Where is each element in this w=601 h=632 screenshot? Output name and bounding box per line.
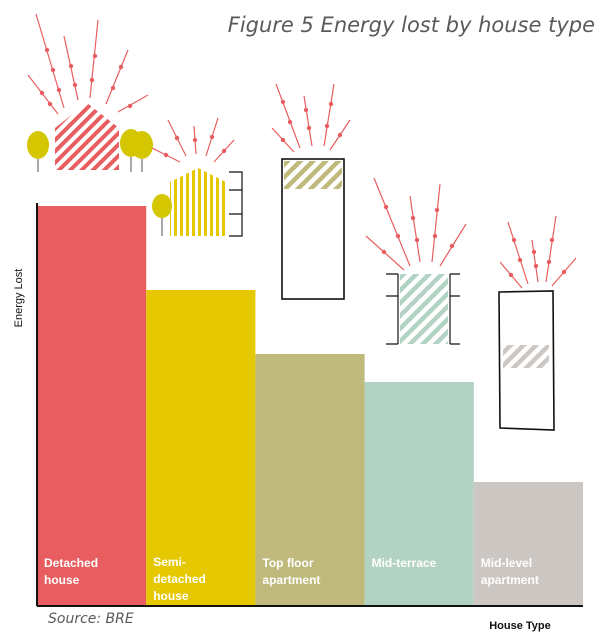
bar-category-label: Semi-detached house [153,555,206,603]
chart-title: Figure 5 Energy lost by house type [227,13,595,37]
source-note: Source: BRE [48,611,134,627]
heat-arrows [271,83,351,153]
detached-house-icon [27,13,153,172]
bar-category-label: Top floor apartment [262,556,320,587]
bar-category-label: Mid-level apartment [481,556,539,587]
top-floor-apartment-icon [271,83,351,300]
mid-level-apartment-icon [498,215,577,431]
bar-label-line: Detached [44,556,98,570]
bar-label-line: apartment [481,573,539,587]
bar-label-line: house [44,573,80,587]
heat-arrows [27,13,149,115]
bar-label-line: Top floor [262,556,313,570]
bar [255,354,365,606]
x-axis-label: House Type [489,620,551,632]
bar [146,290,256,606]
tree-icon [152,194,172,236]
bar-labels-group: Detached house Semi-detached house Top floor… [44,555,539,603]
heat-arrows [365,177,467,271]
bar [37,206,147,606]
bars-group [37,206,583,606]
bar-label-line: Semi- [153,555,186,569]
y-axis-label: Energy Lost [13,269,25,328]
tree-icon [27,131,49,172]
bar-category-label: Mid-terrace [372,556,437,570]
bar-label-line: Mid-terrace [372,556,437,570]
bar-label-line: Mid-level [481,556,532,570]
bar-category-label: Detached house [44,556,98,587]
mid-terrace-house-icon [365,177,467,345]
bar [364,382,474,606]
heat-arrows [499,215,577,289]
tree-icon [131,131,153,172]
bar [473,482,583,606]
semi-detached-house-icon [151,117,243,237]
heat-arrows [151,117,235,163]
bar-label-line: detached [153,572,206,586]
bar-label-line: house [153,589,189,603]
bar-label-line: apartment [262,573,320,587]
